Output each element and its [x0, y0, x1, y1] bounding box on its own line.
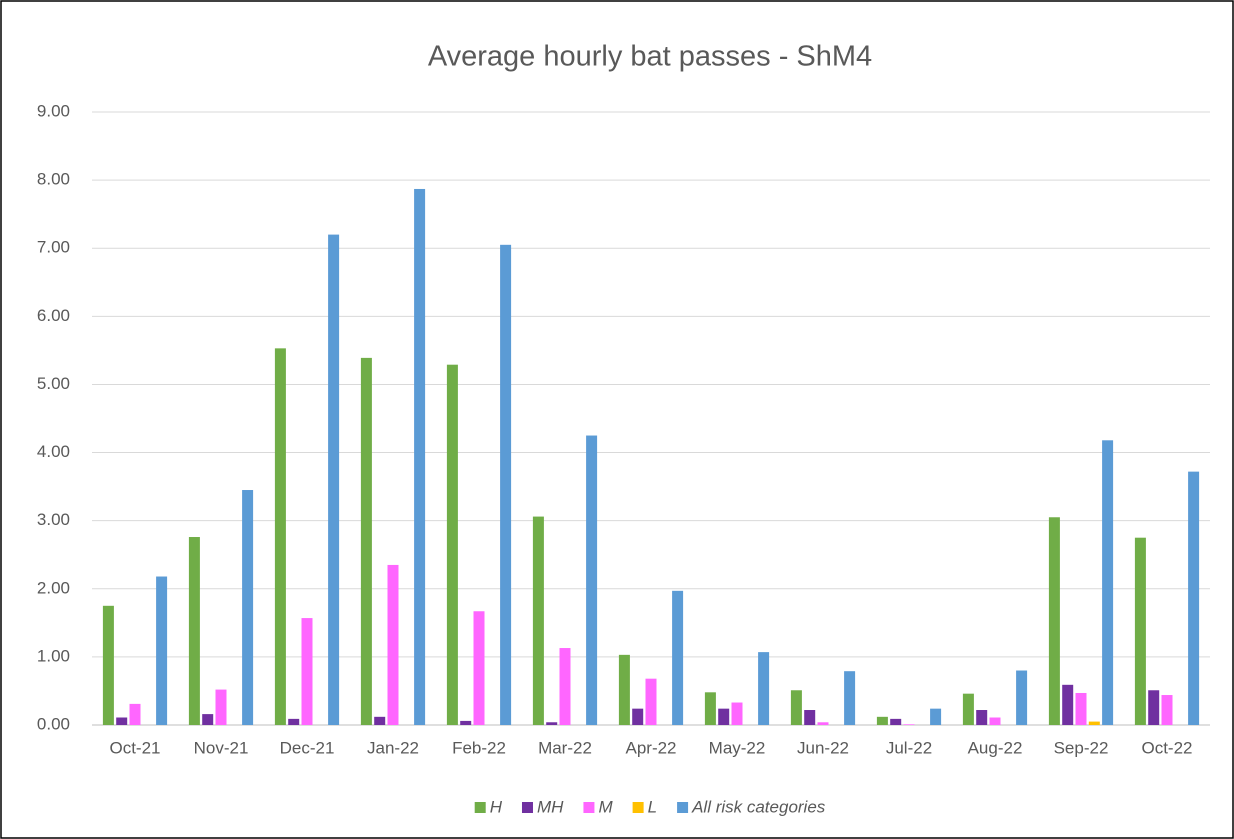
x-tick-label: Sep-22	[1054, 738, 1109, 757]
bar	[618, 654, 630, 725]
bar	[1188, 471, 1200, 725]
bar	[645, 678, 657, 725]
legend-label: L	[648, 797, 657, 816]
bar	[1134, 537, 1146, 725]
bar	[546, 722, 558, 725]
legend-label: M	[598, 797, 613, 816]
legend-swatch	[474, 802, 486, 813]
y-tick-label: 2.00	[37, 578, 70, 597]
x-tick-label: May-22	[709, 738, 766, 757]
y-tick-label: 4.00	[37, 442, 70, 461]
bar	[1102, 440, 1114, 725]
x-tick-label: Feb-22	[452, 738, 506, 757]
bar	[460, 720, 472, 725]
bar	[188, 537, 200, 725]
legend-label: H	[490, 797, 503, 816]
x-tick-label: Jun-22	[797, 738, 849, 757]
bar	[116, 717, 128, 725]
bar	[1016, 670, 1028, 725]
bar	[1048, 517, 1060, 725]
x-tick-label: Aug-22	[968, 738, 1023, 757]
bar	[976, 710, 988, 725]
bar	[790, 690, 802, 725]
bar	[962, 693, 974, 725]
bar	[274, 348, 286, 725]
bar	[1088, 721, 1100, 725]
bar	[360, 357, 372, 725]
bar	[1062, 684, 1074, 725]
bar	[758, 652, 770, 725]
y-tick-label: 7.00	[37, 238, 70, 257]
legend-label: MH	[537, 797, 564, 816]
bar	[844, 671, 856, 725]
x-tick-label: Mar-22	[538, 738, 592, 757]
legend-swatch	[632, 802, 644, 813]
chart-title: Average hourly bat passes - ShM4	[428, 41, 872, 73]
bar	[731, 702, 743, 725]
bar	[202, 714, 214, 725]
x-tick-label: Jul-22	[886, 738, 932, 757]
bar	[804, 710, 816, 725]
bar	[718, 708, 730, 725]
bar	[301, 618, 313, 725]
y-tick-label: 0.00	[37, 714, 70, 733]
bar	[500, 244, 512, 726]
y-tick-label: 5.00	[37, 374, 70, 393]
y-tick-label: 3.00	[37, 510, 70, 529]
bar	[288, 718, 300, 725]
bar	[704, 692, 716, 725]
bar	[129, 703, 141, 725]
bar	[672, 590, 684, 725]
bar	[930, 708, 942, 725]
x-tick-label: Oct-22	[1141, 738, 1192, 757]
bar	[586, 435, 598, 725]
bar	[414, 188, 426, 725]
bar	[156, 576, 168, 725]
bar	[102, 605, 114, 725]
y-tick-label: 8.00	[37, 170, 70, 189]
bar	[387, 564, 399, 725]
bar	[473, 611, 485, 725]
x-tick-label: Jan-22	[367, 738, 419, 757]
bar	[1161, 695, 1173, 725]
y-tick-label: 9.00	[37, 101, 70, 120]
bar	[374, 716, 386, 725]
bar	[989, 717, 1001, 725]
bar	[446, 364, 458, 725]
bar	[215, 689, 227, 725]
y-tick-label: 1.00	[37, 646, 70, 665]
bar	[890, 718, 902, 725]
bar	[876, 716, 888, 725]
legend-swatch	[677, 802, 689, 813]
bar	[903, 724, 915, 725]
legend-label: All risk categories	[691, 797, 826, 816]
x-tick-label: Oct-21	[109, 738, 160, 757]
bar	[242, 490, 254, 725]
bar	[532, 516, 544, 725]
bar	[817, 722, 829, 725]
legend-swatch	[583, 802, 595, 813]
bar	[1075, 692, 1087, 725]
legend-swatch	[521, 802, 533, 813]
x-tick-label: Dec-21	[280, 738, 335, 757]
bar	[1148, 690, 1160, 725]
bar	[632, 708, 644, 725]
bar	[328, 234, 340, 725]
y-tick-label: 6.00	[37, 306, 70, 325]
bar	[559, 648, 571, 725]
x-tick-label: Nov-21	[194, 738, 249, 757]
x-tick-label: Apr-22	[625, 738, 676, 757]
